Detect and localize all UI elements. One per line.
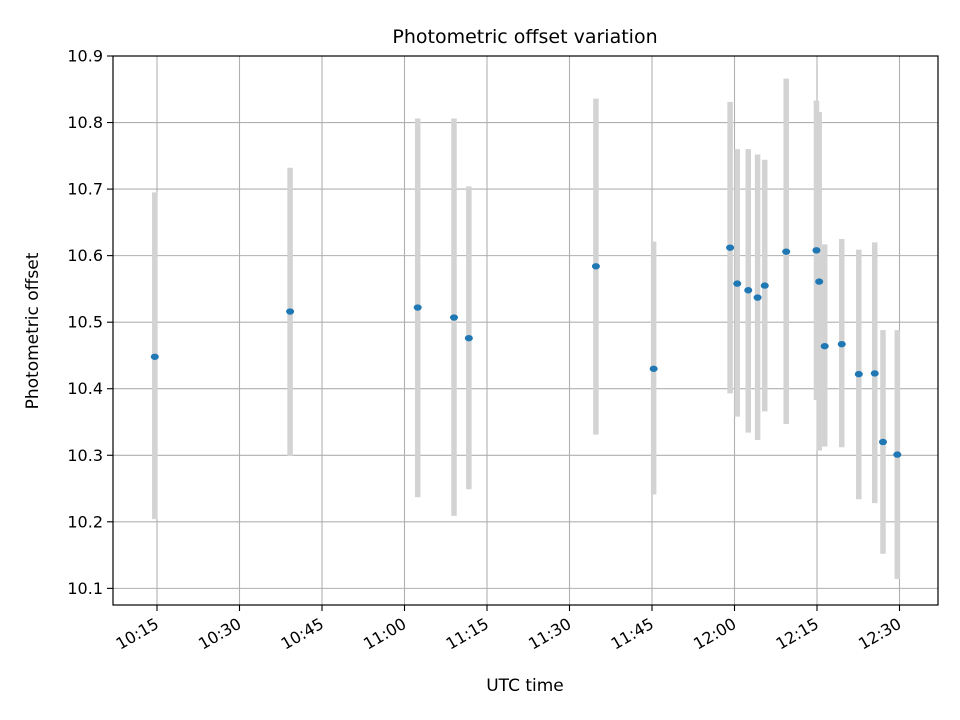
data-point: [760, 282, 769, 289]
data-point: [815, 278, 824, 285]
y-tick-label: 10.2: [67, 512, 103, 531]
x-tick-label: 10:45: [278, 614, 327, 654]
data-point: [450, 314, 458, 321]
y-tick-label: 10.3: [67, 446, 103, 465]
data-points: [150, 244, 902, 458]
y-tick-label: 10.5: [67, 313, 103, 332]
x-tick-label: 12:30: [855, 614, 904, 654]
x-tick-label: 10:30: [195, 614, 244, 654]
axis-ticks: 10:15 10:30 10:45 11:00 11:15 11:30 11:45 12:00…: [67, 47, 904, 654]
data-point: [893, 451, 902, 458]
y-tick-label: 10.7: [67, 180, 103, 199]
data-point: [879, 438, 887, 446]
data-point: [870, 370, 879, 377]
data-point: [837, 340, 846, 348]
x-tick-label: 11:15: [443, 614, 492, 654]
data-point: [150, 353, 159, 360]
data-point: [782, 248, 791, 255]
y-tick-label: 10.9: [67, 47, 103, 66]
grid-lines: [113, 55, 938, 605]
x-axis-title: UTC time: [486, 676, 564, 696]
data-point: [812, 247, 821, 254]
y-tick-label: 10.8: [67, 113, 103, 132]
x-tick-label: 12:00: [690, 614, 739, 654]
y-tick-label: 10.4: [67, 379, 103, 398]
x-tick-label: 10:15: [113, 614, 162, 654]
data-point: [286, 308, 295, 315]
y-tick-label: 10.1: [67, 579, 103, 598]
y-axis-title: Photometric offset: [23, 252, 43, 409]
data-point: [413, 304, 422, 311]
data-point: [820, 342, 829, 350]
data-point: [649, 365, 658, 372]
data-point: [744, 287, 753, 294]
x-tick-label: 11:30: [525, 614, 574, 654]
data-point: [753, 294, 762, 301]
data-point: [733, 280, 742, 287]
data-point: [854, 370, 863, 378]
data-point: [726, 244, 735, 251]
error-bars: [152, 78, 901, 580]
chart-title: Photometric offset variation: [392, 26, 657, 48]
x-tick-label: 11:45: [608, 614, 657, 654]
data-point: [464, 334, 473, 342]
y-tick-label: 10.6: [67, 246, 103, 265]
data-point: [591, 263, 600, 270]
plot-frame: [112, 55, 939, 606]
x-tick-label: 11:00: [360, 614, 409, 654]
x-tick-label: 12:15: [773, 614, 822, 654]
